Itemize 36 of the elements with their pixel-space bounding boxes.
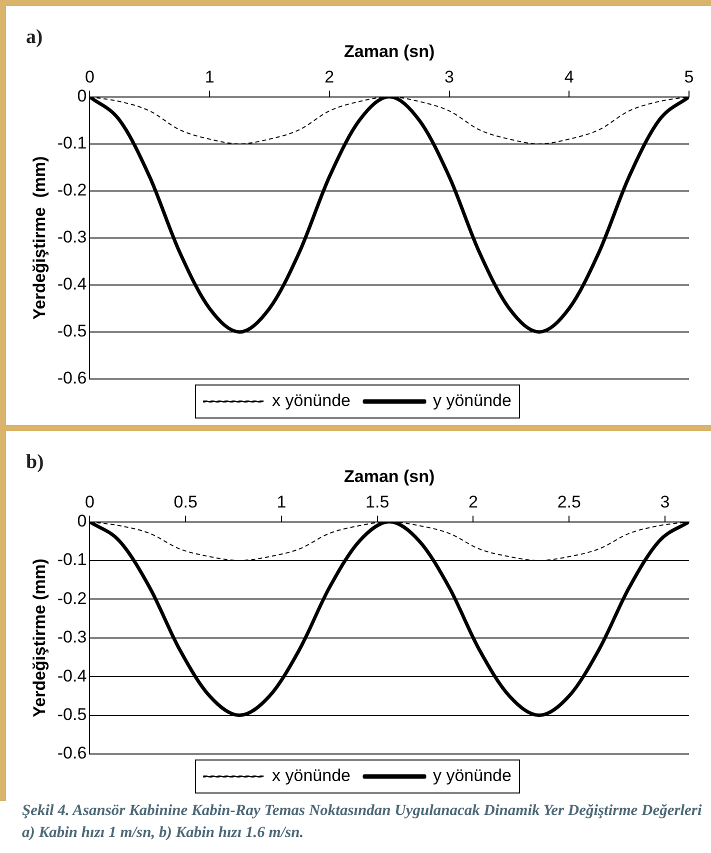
y-tick-label: -0.1 (57, 134, 87, 153)
x-tick-label: 3 (444, 67, 454, 86)
y-axis-title: Yerdeğiştirme (mm) (30, 156, 49, 320)
y-tick-label: 0 (77, 511, 87, 530)
x-tick-label: 1 (204, 67, 214, 86)
y-tick-label: -0.5 (57, 704, 87, 724)
y-tick-label: -0.6 (57, 744, 87, 763)
x-tick-label: 4 (564, 67, 574, 86)
chart-title: b) (26, 451, 44, 474)
x-axis-title: Zaman (sn) (344, 466, 435, 486)
x-tick-label: 0.5 (174, 492, 198, 512)
legend-label: x yönünde (272, 766, 350, 786)
x-tick-label: 3 (660, 492, 670, 512)
y-tick-label: -0.5 (57, 322, 87, 341)
x-tick-label: 1 (276, 492, 286, 512)
y-axis-title: Yerdeğiştirme (mm) (30, 558, 49, 718)
y-tick-label: -0.4 (57, 666, 87, 686)
x-tick-label: 2 (324, 67, 334, 86)
legend-label: x yönünde (272, 391, 350, 410)
y-tick-label: -0.3 (57, 228, 87, 247)
y-tick-label: -0.3 (57, 628, 87, 647)
legend-label: y yönünde (433, 391, 512, 410)
text: Şekil 4. Asansör Kabinine Kabin-Ray Temas Noktasından Uygulanacak Dinamik Yer Değiştirme Değerleri a) Kabin hızı 1 m/sn, b) Kabin hızı 1.6 m/sn. (22, 801, 702, 843)
y-tick-label: -0.2 (57, 588, 87, 608)
x-tick-label: 2.5 (557, 492, 581, 512)
x-tick-label: 5 (684, 67, 694, 86)
y-tick-label: -0.2 (57, 180, 87, 200)
y-tick-label: -0.4 (57, 274, 87, 294)
x-axis-title: Zaman (sn) (344, 42, 435, 61)
x-tick-label: 2 (468, 492, 478, 512)
y-tick-label: -0.6 (57, 368, 87, 388)
x-tick-label: 1.5 (366, 492, 390, 512)
legend-label: y yönünde (433, 766, 512, 786)
y-tick-label: 0 (77, 86, 87, 106)
chart-title: a) (26, 26, 43, 48)
y-tick-label: -0.1 (57, 550, 87, 570)
